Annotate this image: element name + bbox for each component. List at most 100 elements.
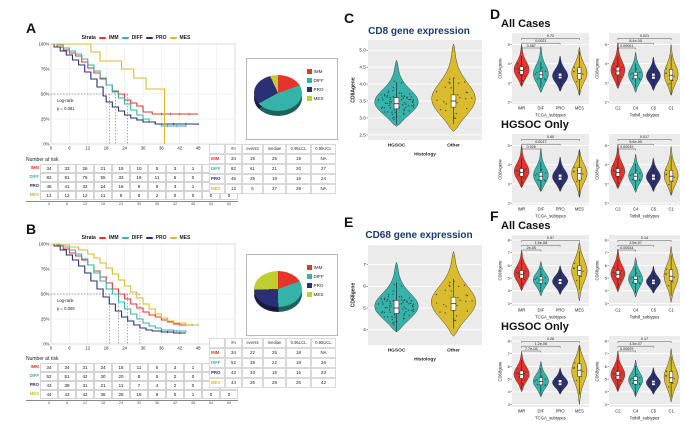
- text-graphic: 7: [508, 351, 511, 356]
- circle-graphic: [631, 377, 633, 380]
- rect-graphic: [393, 300, 400, 314]
- circle-graphic: [459, 96, 461, 99]
- text-graphic: 7: [508, 250, 511, 255]
- circle-graphic: [573, 166, 576, 169]
- summary-cell: 29: [263, 378, 286, 388]
- circle-graphic: [408, 93, 411, 95]
- circle-graphic: [516, 267, 519, 269]
- circle-graphic: [403, 110, 405, 112]
- risk-row-label-diff: DIFF: [29, 373, 39, 378]
- pie-legend-item-pro: PRO: [307, 283, 324, 288]
- risk-cell: 32: [76, 182, 94, 191]
- circle-graphic: [525, 66, 527, 68]
- circle-graphic: [650, 285, 653, 287]
- text-graphic: 0.00034: [620, 246, 633, 250]
- summary-cell: 19: [286, 154, 311, 164]
- circle-graphic: [383, 311, 386, 314]
- text-graphic: 4: [605, 389, 608, 394]
- text-graphic: 36: [159, 346, 164, 351]
- circle-graphic: [665, 68, 668, 70]
- text-graphic: 4: [605, 162, 608, 167]
- circle-graphic: [383, 297, 386, 299]
- text-graphic: 24: [122, 146, 127, 151]
- circle-graphic: [561, 84, 564, 86]
- circle-graphic: [525, 168, 527, 170]
- text-graphic: C4: [633, 308, 639, 313]
- span-graphic: IMM: [313, 265, 323, 270]
- circle-graphic: [457, 82, 460, 84]
- circle-graphic: [523, 379, 526, 381]
- text-graphic: 0.0021: [535, 39, 546, 43]
- circle-graphic: [541, 66, 543, 69]
- text-graphic: CD68gene: [498, 260, 503, 281]
- circle-graphic: [448, 81, 450, 83]
- text-graphic: 0.017: [640, 135, 649, 139]
- panel-label-a: A: [26, 20, 37, 36]
- risk-cell: 5: [166, 390, 184, 399]
- circle-graphic: [412, 101, 414, 104]
- circle-graphic: [411, 304, 414, 307]
- circle-graphic: [557, 80, 559, 82]
- pie-legend: IMM DIFF PRO MES: [307, 69, 324, 101]
- text-graphic: DIF: [538, 308, 545, 313]
- circle-graphic: [639, 383, 641, 386]
- km-strata-legend: Strata IMM DIFF PRO MES: [34, 233, 238, 242]
- circle-graphic: [445, 103, 448, 105]
- risk-row-label-diff: DIFF: [29, 174, 39, 179]
- risk-cell: 36: [94, 390, 112, 399]
- text-graphic: 0%: [43, 342, 49, 347]
- circle-graphic: [403, 108, 406, 110]
- risk-cell: 26: [76, 164, 94, 173]
- circle-graphic: [459, 299, 461, 301]
- pie-chart-b: IMM DIFF PRO MES: [246, 254, 338, 336]
- summary-cell: 52: [225, 358, 242, 368]
- circle-graphic: [450, 290, 452, 292]
- circle-graphic: [386, 298, 389, 301]
- circle-graphic: [400, 285, 403, 287]
- risk-cell: 11: [148, 173, 166, 182]
- risk-cell: 51: [58, 372, 76, 381]
- circle-graphic: [386, 300, 388, 302]
- circle-graphic: [553, 282, 556, 285]
- summary-cell: 82: [225, 164, 242, 174]
- pie-legend-item-diff: DIFF: [307, 274, 324, 279]
- text-graphic: 2: [605, 200, 608, 205]
- text-graphic: 5.0: [359, 48, 366, 53]
- circle-graphic: [516, 367, 519, 370]
- pie-legend-item-imm: IMM: [307, 69, 324, 74]
- circle-graphic: [573, 362, 576, 364]
- text-graphic: 48: [196, 146, 201, 151]
- circle-graphic: [613, 164, 615, 167]
- pie-chart-a: IMM DIFF PRO MES: [246, 58, 338, 140]
- legend-dash-icon: [121, 236, 129, 239]
- circle-graphic: [657, 174, 659, 176]
- circle-graphic: [521, 181, 524, 184]
- pie-legend-swatch-icon: [307, 69, 312, 74]
- circle-graphic: [400, 98, 403, 101]
- km-curve-diff: [51, 43, 187, 127]
- text-graphic: 4: [508, 61, 511, 66]
- circle-graphic: [393, 324, 395, 326]
- circle-graphic: [442, 303, 445, 306]
- text-graphic: p = 0.009: [57, 306, 75, 311]
- text-graphic: Log-rank: [57, 98, 74, 103]
- risk-cell: 43: [40, 381, 58, 390]
- circle-graphic: [392, 89, 394, 92]
- circle-graphic: [377, 99, 380, 101]
- text-graphic: Tothill_subtypes: [630, 416, 660, 421]
- circle-graphic: [544, 276, 547, 279]
- text-graphic: C1: [668, 207, 674, 212]
- circle-graphic: [521, 283, 524, 285]
- text-graphic: C1: [668, 409, 674, 414]
- circle-graphic: [439, 311, 441, 313]
- text-graphic: 5: [508, 42, 511, 47]
- circle-graphic: [387, 295, 389, 298]
- circle-graphic: [402, 97, 404, 100]
- text-graphic: 5: [605, 42, 608, 47]
- circle-graphic: [410, 96, 413, 98]
- legend-item-pro: PRO: [155, 34, 167, 41]
- circle-graphic: [380, 298, 382, 300]
- risk-cell: 5: [148, 164, 166, 173]
- circle-graphic: [435, 293, 438, 296]
- circle-graphic: [389, 300, 391, 303]
